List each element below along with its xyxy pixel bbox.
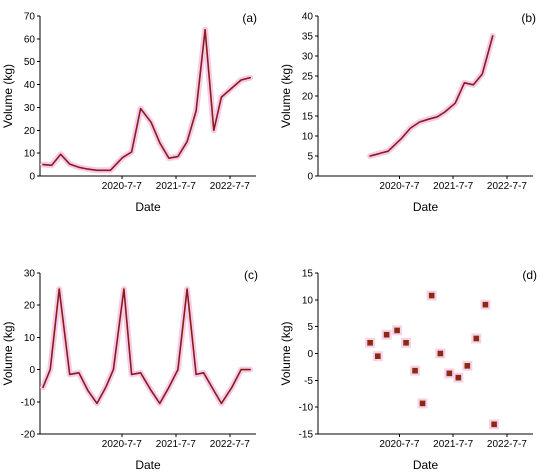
x-tick-label-b: 2022-7-7 (487, 181, 527, 192)
x-tick-label-c: 2020-7-7 (102, 439, 142, 450)
y-axis-title-d: Volume (kg) (279, 321, 293, 385)
series-line-c (42, 288, 251, 405)
y-axis-title-c: Volume (kg) (1, 321, 15, 385)
data-point-d (428, 292, 435, 299)
x-axis-title-d: Date (413, 458, 439, 472)
y-tick-label-d: 5 (307, 322, 313, 333)
data-point-d (374, 353, 381, 359)
series-halo-c (40, 286, 254, 407)
panel-b: 0 5 10 15 20 25 30 35 40 2020-7-7 2021-7-7 2022-7-7… (279, 11, 536, 214)
y-tick-label-a: 40 (24, 80, 36, 91)
data-point-d (455, 374, 462, 381)
data-point-d (367, 339, 373, 346)
data-point-d (437, 350, 444, 357)
panel-label-c: (c) (244, 268, 258, 282)
y-tick-label-a: 0 (29, 172, 35, 183)
y-tick-label-d: 0 (307, 349, 313, 360)
x-tick-label-d: 2022-7-7 (487, 439, 527, 450)
y-tick-label-a: 20 (24, 126, 36, 137)
y-tick-label-b: 25 (302, 72, 314, 83)
y-tick-label-c: 30 (24, 269, 36, 280)
series-halo-b (367, 33, 496, 159)
y-tick-label-a: 50 (24, 57, 36, 68)
y-tick-label-d: 10 (302, 295, 314, 306)
y-tick-label-b: 0 (307, 172, 313, 183)
y-tick-label-c: 20 (24, 301, 36, 312)
x-tick-label-a: 2020-7-7 (102, 181, 142, 192)
y-tick-label-d: 15 (302, 269, 314, 280)
y-tick-label-d: -10 (299, 403, 314, 414)
data-point-d (383, 331, 390, 338)
y-tick-label-b: 10 (302, 132, 314, 143)
y-tick-label-a: 60 (24, 34, 36, 45)
panel-c: -20 -10 0 10 20 30 2020-7-7 2021-7-7 2022-7-7 Dat… (1, 268, 258, 472)
data-point-d (491, 421, 497, 428)
panel-a: 0 10 20 30 40 50 60 70 2020-7-7 2021-7-7 2022-7-7 D… (1, 11, 257, 214)
data-point-d (394, 327, 400, 334)
x-tick-label-d: 2020-7-7 (379, 439, 419, 450)
x-tick-label-c: 2022-7-7 (210, 439, 250, 450)
x-axis-title-b: Date (413, 200, 439, 214)
y-tick-label-c: 0 (29, 365, 35, 376)
data-point-d (464, 363, 471, 369)
x-tick-label-a: 2022-7-7 (210, 181, 250, 192)
x-tick-label-b: 2020-7-7 (379, 181, 419, 192)
series-halo-a (40, 26, 254, 174)
y-tick-label-a: 10 (24, 149, 36, 160)
y-tick-label-a: 30 (24, 103, 36, 114)
y-tick-label-b: 40 (302, 12, 314, 23)
x-axis-title-c: Date (135, 458, 161, 472)
y-tick-label-a: 70 (24, 12, 36, 23)
y-axis-title-b: Volume (kg) (279, 64, 293, 128)
panel-d: -15 -10 -5 0 5 10 15 2020-7-7 2021-7-7 2022-7-7 Da… (279, 268, 537, 472)
x-tick-label-c: 2021-7-7 (156, 439, 196, 450)
y-tick-label-b: 20 (302, 92, 314, 103)
series-line-a (42, 28, 251, 172)
x-tick-label-a: 2021-7-7 (156, 181, 196, 192)
y-tick-label-b: 35 (302, 32, 314, 43)
series-line-b (369, 35, 494, 157)
panel-label-b: (b) (521, 11, 536, 25)
y-tick-label-c: -10 (21, 397, 36, 408)
data-point-d (482, 301, 489, 308)
panel-label-a: (a) (242, 11, 257, 25)
data-point-d (419, 400, 426, 407)
y-axis-title-a: Volume (kg) (1, 64, 15, 128)
y-tick-label-c: 10 (24, 333, 36, 344)
panel-label-d: (d) (522, 268, 537, 282)
data-point-d (473, 335, 480, 342)
x-tick-label-d: 2021-7-7 (433, 439, 473, 450)
y-tick-label-b: 15 (302, 112, 314, 123)
y-tick-label-d: -15 (299, 430, 314, 441)
data-point-d (412, 367, 418, 374)
y-tick-label-c: -20 (21, 430, 36, 441)
x-tick-label-b: 2021-7-7 (433, 181, 473, 192)
y-tick-label-d: -5 (304, 376, 313, 387)
y-tick-label-b: 30 (302, 52, 314, 63)
data-point-d (403, 339, 409, 346)
y-tick-label-b: 5 (307, 152, 313, 163)
data-point-d (446, 370, 453, 377)
x-axis-title-a: Date (135, 200, 161, 214)
